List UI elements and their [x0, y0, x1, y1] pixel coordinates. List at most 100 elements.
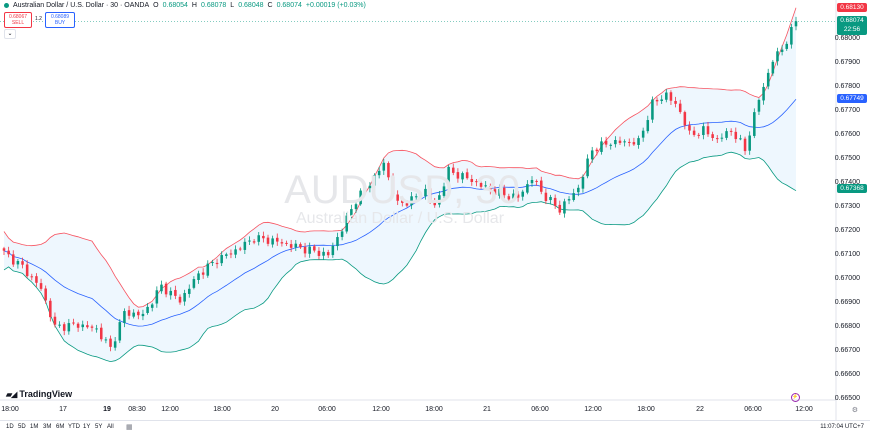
candle-body: [238, 248, 242, 250]
candle-body: [174, 289, 177, 296]
candle-body: [442, 186, 446, 196]
candle-body: [586, 158, 589, 177]
candle-body: [530, 179, 534, 184]
candle-body: [90, 326, 94, 328]
range-button-ytd[interactable]: YTD: [68, 424, 80, 430]
range-button-5d[interactable]: 5D: [18, 424, 26, 430]
bottom-toolbar: [0, 420, 870, 434]
candle-body: [516, 194, 520, 198]
tradingview-mark-icon: ▰◢: [6, 389, 17, 399]
candle-body: [595, 149, 599, 152]
candle-body: [16, 261, 20, 265]
candle-body: [123, 311, 126, 323]
clock-display[interactable]: 11:07:04 UTC+7: [820, 424, 864, 430]
candle-body: [771, 61, 775, 74]
candle-body: [62, 324, 66, 331]
candle-body: [387, 163, 390, 178]
candle-body: [391, 176, 395, 195]
time-tick-label: 18:00: [425, 406, 443, 413]
candle-body: [340, 231, 344, 237]
candle-body: [414, 196, 418, 198]
candle-body: [438, 195, 441, 205]
open-value: 0.68054: [162, 2, 188, 9]
candle-body: [211, 262, 214, 264]
candle-body: [715, 138, 719, 140]
candle-body: [748, 135, 751, 151]
candle-body: [665, 92, 668, 100]
candle-body: [600, 141, 603, 152]
candle-body: [285, 242, 288, 244]
price-tick-label: 0.67200: [834, 227, 860, 234]
sell-button[interactable]: 0.68067 SELL: [4, 12, 32, 28]
candle-body: [688, 125, 691, 131]
candle-body: [553, 197, 557, 206]
candle-body: [86, 325, 89, 328]
range-button-all[interactable]: All: [107, 424, 114, 430]
candle-body: [197, 273, 200, 280]
candle-body: [21, 261, 24, 265]
candle-body: [623, 141, 626, 143]
candle-body: [401, 200, 404, 203]
price-tick-label: 0.67900: [834, 59, 860, 66]
candle-body: [58, 324, 61, 326]
candle-body: [303, 246, 307, 254]
candle-body: [192, 279, 196, 288]
candle-body: [692, 130, 696, 135]
candle-body: [377, 170, 381, 176]
candle-body: [262, 235, 265, 239]
gear-icon[interactable]: ⚙: [851, 407, 858, 414]
candle-body: [627, 141, 631, 143]
candle-body: [618, 140, 622, 143]
candle-body: [720, 137, 724, 139]
range-button-1y[interactable]: 1Y: [83, 424, 91, 430]
candle-body: [776, 51, 779, 62]
candle-body: [757, 99, 761, 112]
candle-body: [410, 196, 413, 206]
buy-button[interactable]: 0.68089 BUY: [45, 12, 75, 28]
candle-body: [706, 126, 710, 135]
candle-body: [697, 134, 701, 136]
symbol-title[interactable]: Australian Dollar / U.S. Dollar · 30 · O…: [13, 2, 150, 9]
price-tick-label: 0.66700: [834, 347, 860, 354]
candle-body: [206, 263, 210, 276]
time-tick-label: 18:00: [213, 406, 231, 413]
upper-band-line: [3, 7, 797, 308]
alert-icon[interactable]: ⚡: [791, 393, 800, 402]
candle-body: [11, 254, 15, 265]
candle-body: [502, 187, 506, 196]
candle-body: [674, 100, 677, 104]
range-button-1d[interactable]: 1D: [6, 424, 14, 430]
close-label: C: [267, 2, 273, 9]
candle-body: [743, 138, 747, 152]
candle-body: [104, 339, 108, 341]
collapse-legend-button[interactable]: ⌄: [4, 29, 16, 39]
candle-body: [164, 283, 168, 295]
candle-body: [373, 174, 376, 186]
range-button-1m[interactable]: 1M: [30, 424, 39, 430]
candle-body: [150, 304, 154, 308]
price-tick-label: 0.67400: [834, 179, 860, 186]
time-tick-label: 12:00: [161, 406, 179, 413]
candle-body: [201, 272, 205, 275]
range-button-6m[interactable]: 6M: [56, 424, 65, 430]
tradingview-logo[interactable]: ▰◢ TradingView: [6, 389, 72, 399]
candle-body: [762, 86, 765, 101]
calendar-icon[interactable]: ▦: [126, 424, 133, 431]
candle-body: [331, 245, 335, 256]
range-button-3m[interactable]: 3M: [43, 424, 52, 430]
candle-body: [465, 172, 469, 179]
buy-price: 0.68089: [50, 14, 70, 20]
candle-body: [109, 338, 112, 347]
time-tick-label: 08:30: [128, 406, 146, 413]
range-button-5y[interactable]: 5Y: [95, 424, 103, 430]
candle-body: [567, 199, 571, 201]
time-tick-label: 06:00: [531, 406, 549, 413]
candle-body: [521, 191, 525, 197]
candle-body: [141, 313, 145, 317]
candle-body: [479, 182, 483, 187]
buy-label: BUY: [54, 20, 66, 26]
time-tick-label: 17: [59, 406, 67, 413]
time-tick-label: 12:00: [584, 406, 602, 413]
candle-body: [271, 238, 274, 245]
